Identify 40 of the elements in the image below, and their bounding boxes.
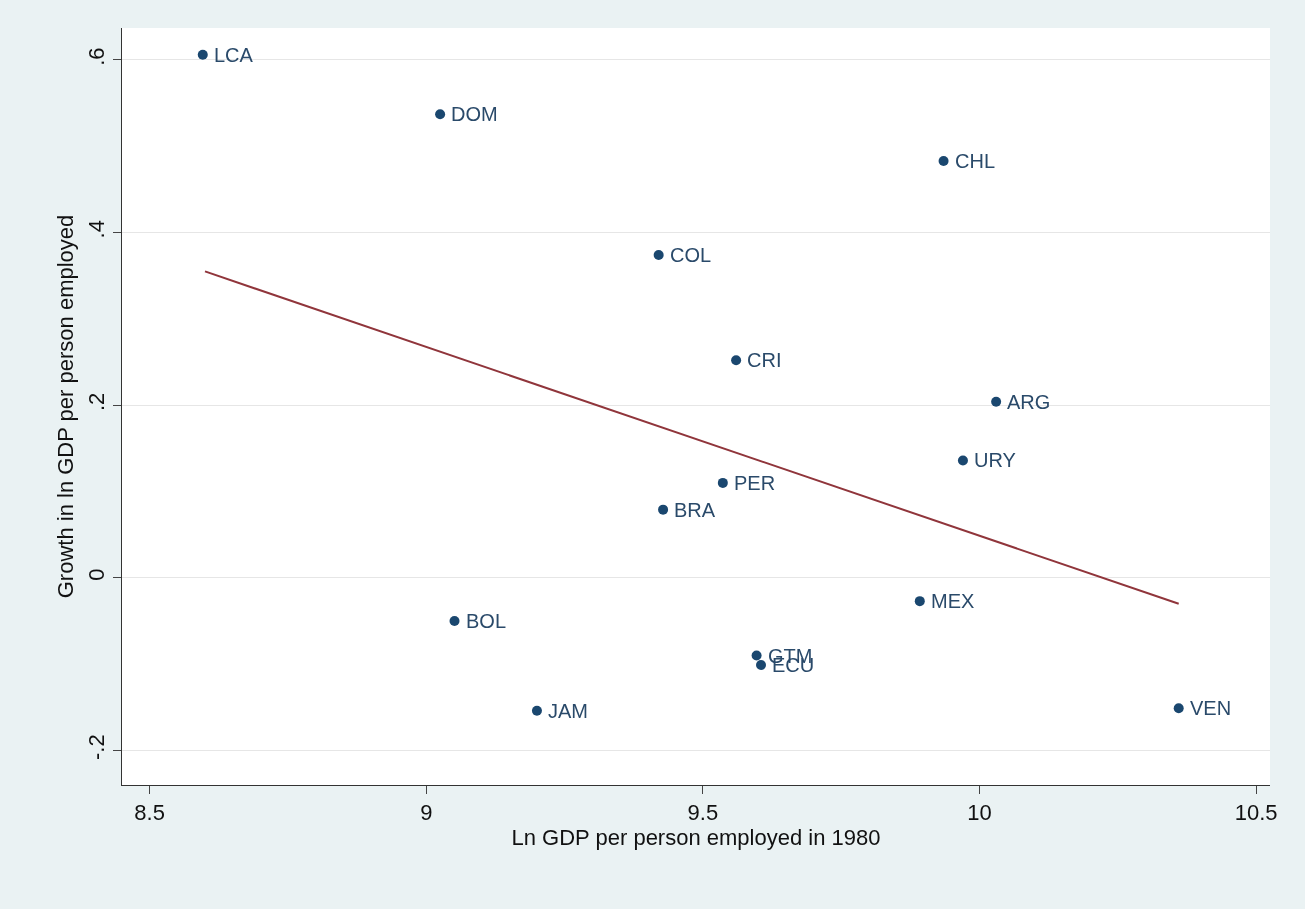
x-tick-label: 10.5 bbox=[1234, 800, 1278, 826]
point bbox=[653, 250, 664, 261]
x-tick-label: 9.5 bbox=[687, 800, 719, 826]
point bbox=[435, 109, 446, 120]
x-axis-title: Ln GDP per person employed in 1980 bbox=[511, 825, 881, 851]
y-tick-label: .6 bbox=[84, 47, 110, 66]
point bbox=[1173, 703, 1184, 714]
point bbox=[449, 616, 460, 626]
point bbox=[991, 396, 1002, 407]
annotation: VEN bbox=[1190, 697, 1232, 719]
point bbox=[756, 660, 767, 671]
annotation: JAM bbox=[548, 700, 588, 722]
annotation: ARG bbox=[1007, 391, 1051, 413]
point bbox=[531, 705, 542, 716]
annotation: BOL bbox=[466, 610, 507, 632]
point bbox=[751, 650, 762, 661]
y-tick-label: .2 bbox=[84, 392, 110, 412]
y-tick-label: 0 bbox=[84, 568, 110, 581]
point bbox=[914, 596, 925, 607]
point bbox=[938, 155, 949, 166]
x-tick-label: 10 bbox=[967, 800, 992, 826]
annotation: URY bbox=[974, 449, 1016, 471]
point bbox=[731, 355, 742, 366]
annotation: MEX bbox=[931, 590, 975, 612]
annotation: CRI bbox=[747, 349, 782, 371]
point bbox=[717, 477, 728, 488]
x-tick-label: 9 bbox=[420, 800, 433, 826]
y-tick-label: .4 bbox=[84, 220, 110, 239]
point bbox=[197, 49, 208, 60]
point bbox=[658, 504, 669, 515]
point bbox=[957, 455, 968, 466]
y-tick-label: -.2 bbox=[84, 734, 110, 761]
annotation: DOM bbox=[451, 103, 498, 125]
annotation: CHL bbox=[955, 150, 996, 172]
x-tick-label: 8.5 bbox=[134, 800, 165, 826]
annotation: COL bbox=[670, 244, 712, 266]
annotation: BRA bbox=[674, 499, 716, 521]
annotation: PER bbox=[734, 472, 776, 494]
y-axis-title: Growth in ln GDP per person employed bbox=[53, 214, 78, 599]
annotation: LCA bbox=[214, 44, 254, 66]
